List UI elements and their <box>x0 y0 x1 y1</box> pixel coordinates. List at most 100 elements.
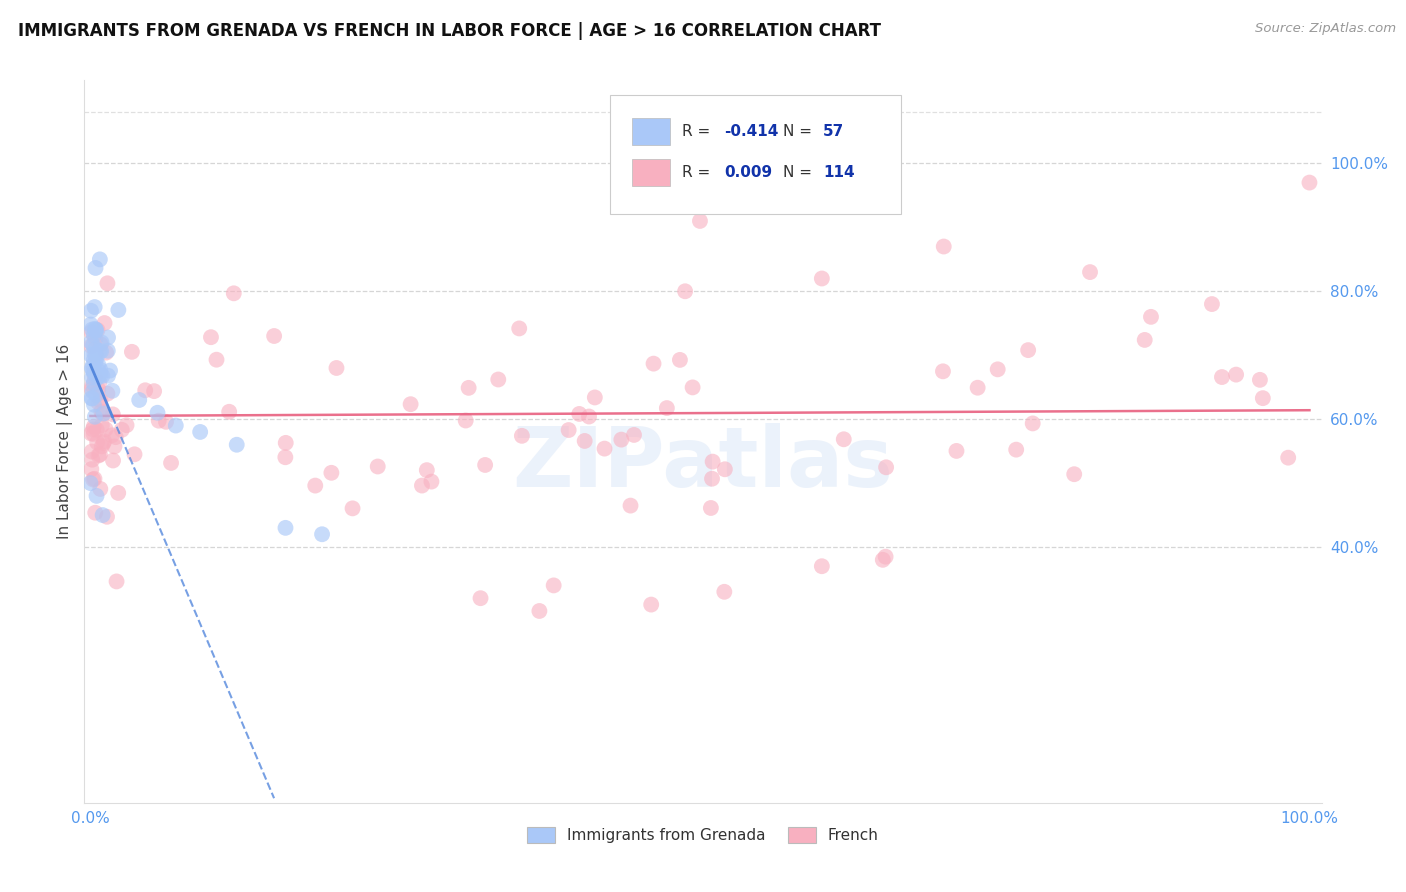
Point <box>702 455 724 469</box>
Point <box>342 501 364 516</box>
Point <box>89 448 111 462</box>
Point <box>1225 368 1247 382</box>
Point <box>84 323 107 337</box>
Y-axis label: In Labor Force | Age > 16: In Labor Force | Age > 16 <box>58 344 73 539</box>
Point <box>90 344 112 359</box>
Point <box>304 478 326 492</box>
Point <box>84 260 107 275</box>
Text: -0.414: -0.414 <box>724 124 779 139</box>
Point <box>82 338 104 352</box>
Point <box>91 407 114 421</box>
Point <box>1277 450 1299 465</box>
Point <box>84 354 107 368</box>
Point <box>148 414 170 428</box>
Point <box>80 462 103 476</box>
Point <box>83 398 105 412</box>
Point <box>84 322 107 336</box>
Point <box>89 343 111 358</box>
Point <box>1249 373 1271 387</box>
Point <box>714 462 737 476</box>
Point <box>80 325 103 339</box>
Point <box>83 366 105 380</box>
Point <box>83 327 105 342</box>
Point <box>1133 333 1156 347</box>
Point <box>1005 442 1028 457</box>
Point <box>673 285 696 299</box>
Point <box>87 395 110 409</box>
Point <box>222 286 245 301</box>
Point <box>101 428 124 442</box>
Point <box>945 444 967 458</box>
Point <box>399 397 422 411</box>
Point <box>83 352 105 367</box>
Point <box>90 439 112 453</box>
Point <box>84 347 107 361</box>
Point <box>155 415 177 429</box>
Point <box>640 598 662 612</box>
Point <box>107 486 129 500</box>
Point <box>1140 310 1163 324</box>
Point <box>311 527 333 541</box>
Point <box>90 418 112 433</box>
Point <box>529 604 551 618</box>
Point <box>205 352 228 367</box>
Point <box>104 430 127 444</box>
Point <box>200 330 222 344</box>
Point <box>93 434 115 449</box>
Point <box>89 252 111 267</box>
Point <box>593 442 616 456</box>
Point <box>411 478 433 492</box>
Point <box>80 383 103 397</box>
Point <box>143 384 166 398</box>
Point <box>474 458 496 472</box>
Point <box>832 432 855 446</box>
Point <box>87 358 110 372</box>
Point <box>101 384 124 398</box>
Point <box>80 303 103 318</box>
Point <box>87 383 110 397</box>
Point <box>82 384 104 399</box>
Point <box>82 473 104 487</box>
Point <box>98 363 121 377</box>
Point <box>454 413 477 427</box>
Point <box>160 456 183 470</box>
Point <box>82 370 104 384</box>
Point <box>124 447 146 461</box>
Point <box>83 300 105 314</box>
Point <box>80 335 103 350</box>
Point <box>107 302 129 317</box>
Point <box>1211 370 1233 384</box>
Point <box>83 409 105 424</box>
Point <box>987 362 1010 376</box>
Point <box>83 472 105 486</box>
Point <box>932 364 955 378</box>
Point <box>321 466 343 480</box>
Point <box>578 409 600 424</box>
Point <box>89 376 111 390</box>
Point <box>669 352 692 367</box>
Point <box>325 361 347 376</box>
Text: R =: R = <box>682 124 716 139</box>
Point <box>875 460 897 475</box>
Point <box>80 348 103 362</box>
Point <box>420 475 443 489</box>
Point <box>84 323 107 337</box>
Point <box>83 426 105 441</box>
Point <box>84 324 107 338</box>
Point <box>87 364 110 378</box>
Point <box>811 559 834 574</box>
Point <box>274 450 297 465</box>
Point <box>84 506 107 520</box>
Point <box>872 553 894 567</box>
Point <box>82 392 104 406</box>
Point <box>91 368 114 383</box>
Point <box>90 368 112 383</box>
Point <box>86 351 108 365</box>
Point <box>1298 176 1320 190</box>
Point <box>457 381 479 395</box>
Point <box>510 429 533 443</box>
Point <box>82 452 104 467</box>
Text: Source: ZipAtlas.com: Source: ZipAtlas.com <box>1256 22 1396 36</box>
Point <box>875 549 897 564</box>
Point <box>1063 467 1085 482</box>
